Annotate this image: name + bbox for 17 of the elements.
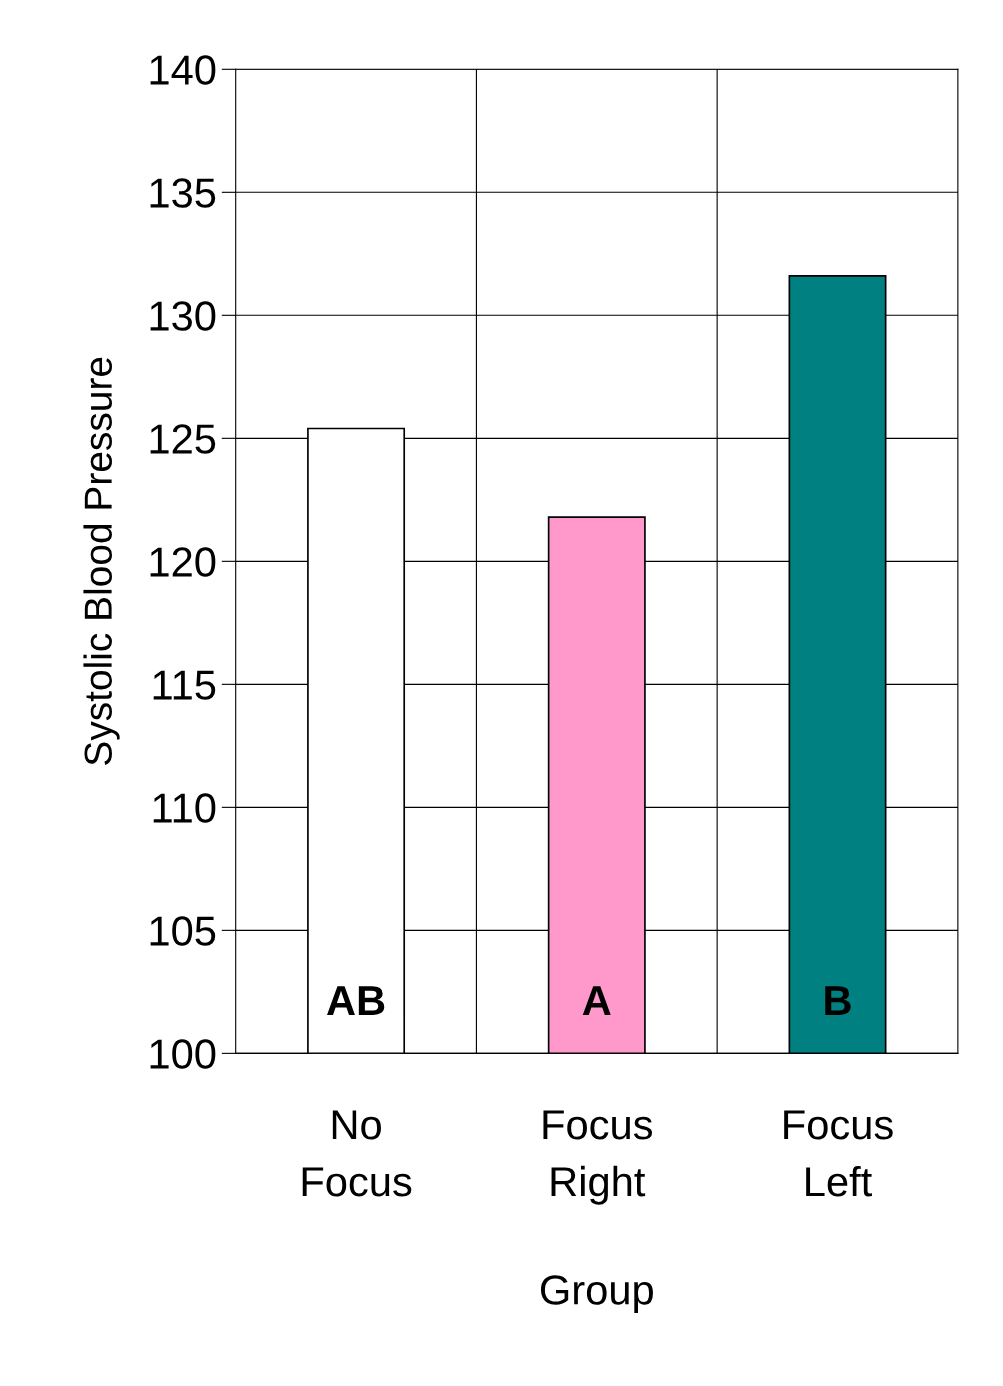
y-tick-label: 115 <box>153 670 216 700</box>
y-tick-label: 100 <box>150 1039 216 1069</box>
y-tick-label: 105 <box>150 916 216 946</box>
y-tick-label: 110 <box>153 793 216 823</box>
x-tick-label: Focus Right <box>543 1110 653 1205</box>
annotation: AB <box>327 986 385 1015</box>
y-axis-title: Systolic Blood Pressure <box>83 357 120 765</box>
x-axis-title: Group <box>540 1275 653 1313</box>
annotation: B <box>825 986 851 1015</box>
annotation: A <box>582 986 611 1015</box>
y-tick-label: 135 <box>150 178 216 208</box>
y-tick-label: 130 <box>150 301 216 331</box>
x-tick-label: Focus Left <box>784 1110 893 1197</box>
y-tick-label: 125 <box>150 424 216 454</box>
y-tick-label: 140 <box>150 55 216 85</box>
y-tick-label: 120 <box>150 547 216 577</box>
x-tick-label: No Focus <box>302 1110 412 1197</box>
